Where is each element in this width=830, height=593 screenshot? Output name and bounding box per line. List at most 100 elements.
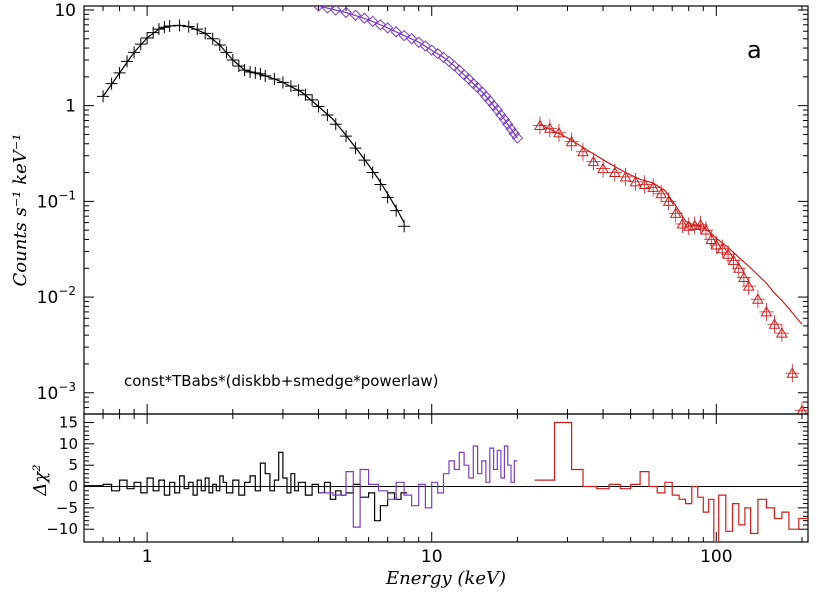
data-point [191, 23, 204, 36]
data-point [508, 127, 520, 140]
data-point [220, 46, 233, 59]
data-point [105, 77, 118, 90]
data-point [405, 33, 418, 45]
data-point [786, 367, 799, 378]
data-point [292, 84, 305, 97]
data-point [553, 126, 565, 138]
spectrum-x-ticks [83, 6, 803, 414]
data-point [760, 305, 773, 317]
data-point [722, 248, 734, 259]
data-point [732, 262, 745, 273]
data-point [700, 224, 712, 235]
data-point [329, 118, 342, 131]
model-annotation: const*TBabs*(diskbb+smedge*powerlaw) [124, 372, 439, 390]
residual-y-tick-label: −5 [56, 499, 78, 517]
data-point [502, 118, 514, 130]
data-point [321, 6, 334, 14]
data-point [432, 47, 444, 60]
data-point [113, 66, 126, 79]
data-point [587, 155, 600, 167]
data-point [312, 6, 325, 12]
data-point [705, 233, 718, 244]
data-point [366, 166, 379, 179]
data-point [768, 318, 781, 329]
y-tick-label: 10−3 [37, 380, 76, 404]
data-point [259, 69, 272, 82]
data-point [358, 12, 371, 24]
spectrum-panel: 10 1 10−1 10−2 10−3 Counts s⁻¹ keV⁻¹ const*T… [10, 1, 809, 415]
residual-series [84, 421, 808, 542]
y-tick-label: 10−2 [37, 284, 76, 308]
residual-plot-area [84, 421, 808, 542]
data-point [534, 119, 546, 131]
y-tick-label: 10 [54, 1, 76, 21]
data-point [742, 280, 755, 291]
data-point [647, 181, 660, 192]
data-point [141, 31, 154, 44]
spectrum-plot-area [97, 6, 808, 414]
data-point [638, 178, 651, 190]
data-point [443, 55, 455, 68]
data-point [694, 218, 707, 230]
residual-panel: 15 10 5 0 −5 −10 1 10 100 Δχ² Energy (keV) [30, 413, 809, 589]
data-point [199, 27, 212, 40]
data-point [543, 122, 556, 133]
data-point [390, 204, 403, 217]
data-point [268, 72, 281, 85]
panel-label: a [747, 36, 762, 64]
data-point [97, 90, 110, 103]
data-point [147, 26, 160, 39]
model-curve-0 [102, 24, 405, 223]
data-point [173, 19, 186, 32]
residual-y-tick-label: 15 [59, 414, 78, 432]
data-point [182, 20, 195, 33]
data-point [374, 19, 387, 31]
spectrum-y-axis-title: Counts s⁻¹ keV⁻¹ [10, 134, 31, 287]
data-point [727, 254, 740, 266]
data-point [340, 6, 352, 19]
data-point [398, 220, 411, 233]
data-point [738, 271, 750, 283]
y-tick-label: 10−1 [37, 188, 76, 212]
x-tick-label: 10 [421, 547, 443, 567]
residual-step-1 [318, 445, 518, 528]
data-point [511, 132, 524, 144]
data-point [505, 123, 517, 135]
data-point [716, 242, 729, 254]
spectrum-series [97, 6, 808, 414]
data-point [349, 142, 362, 155]
data-point [340, 130, 353, 143]
data-point [662, 195, 675, 206]
data-point [381, 191, 394, 204]
data-point [577, 145, 589, 157]
data-point [676, 217, 689, 229]
x-axis-title: Energy (keV) [385, 568, 506, 589]
data-point [491, 104, 504, 116]
x-tick-label: 1 [142, 547, 153, 567]
data-point [619, 170, 632, 182]
data-point [565, 135, 578, 147]
residual-x-ticks: 1 10 100 [83, 414, 803, 567]
data-point [655, 187, 667, 199]
y-tick-label: 1 [65, 97, 76, 117]
data-point [608, 166, 621, 178]
data-point [629, 175, 642, 187]
data-point [213, 39, 226, 52]
residual-y-tick-label: 0 [68, 478, 78, 496]
residual-y-tick-label: 5 [68, 456, 78, 474]
data-point [254, 67, 267, 80]
data-point [249, 66, 262, 79]
data-point [330, 6, 342, 16]
data-point [398, 29, 410, 42]
data-point [752, 293, 764, 304]
residual-step-2 [534, 421, 808, 542]
residual-y-tick-label: 10 [59, 435, 78, 453]
data-point [776, 327, 788, 338]
data-point [152, 23, 165, 36]
residual-y-ticks: 15 10 5 0 −5 −10 [46, 414, 808, 538]
data-point [796, 404, 808, 414]
data-point [669, 207, 682, 218]
data-point [597, 162, 609, 174]
data-point [121, 55, 134, 68]
data-point [419, 40, 432, 52]
